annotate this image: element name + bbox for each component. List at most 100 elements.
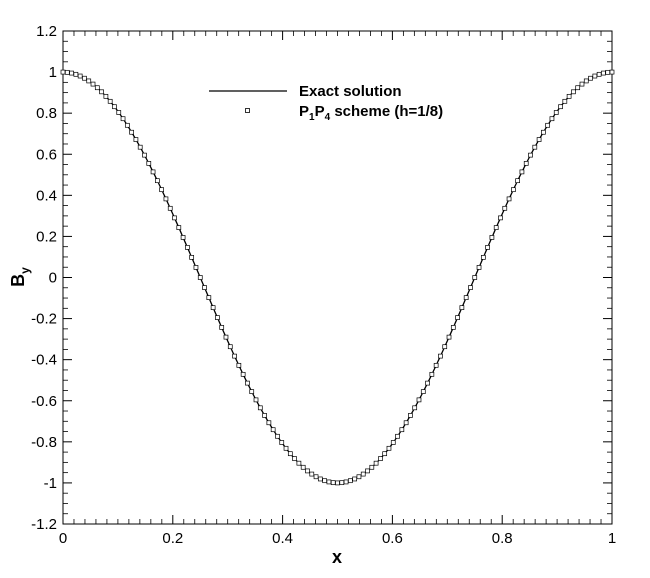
scheme-marker bbox=[223, 334, 229, 340]
scheme-marker bbox=[455, 315, 460, 320]
y-axis-title: By bbox=[8, 267, 32, 287]
y-tick-label: -1 bbox=[44, 475, 57, 492]
scheme-marker bbox=[77, 73, 83, 79]
scheme-marker bbox=[124, 122, 130, 128]
scheme-marker bbox=[506, 196, 512, 202]
tick-marks bbox=[62, 30, 613, 525]
scheme-marker bbox=[159, 187, 164, 193]
scheme-marker bbox=[167, 205, 173, 211]
scheme-marker bbox=[172, 215, 177, 221]
legend-scheme-p2: P bbox=[315, 103, 325, 120]
scheme-marker bbox=[283, 445, 289, 451]
scheme-marker bbox=[425, 380, 430, 386]
scheme-marker bbox=[322, 478, 327, 484]
scheme-marker bbox=[99, 89, 104, 95]
scheme-marker bbox=[575, 85, 581, 91]
y-tick-label: -0.4 bbox=[31, 352, 57, 369]
y-tick-labels: 1.2 1 0.8 0.6 0.4 0.2 0 -0.2 -0.4 -0.6 -0.8 -1 -1.2 bbox=[31, 23, 57, 533]
scheme-marker bbox=[378, 456, 383, 462]
scheme-marker bbox=[210, 305, 216, 310]
scheme-marker bbox=[360, 471, 366, 477]
scheme-marker bbox=[408, 413, 413, 418]
scheme-marker bbox=[523, 161, 529, 166]
scheme-marker bbox=[120, 116, 126, 122]
y-tick-label: 0 bbox=[49, 270, 57, 287]
scheme-marker bbox=[416, 397, 422, 403]
scheme-marker bbox=[412, 405, 418, 411]
scheme-marker bbox=[450, 325, 456, 330]
scheme-marker bbox=[463, 295, 469, 300]
scheme-marker bbox=[146, 161, 152, 166]
scheme-marker bbox=[185, 245, 190, 250]
scheme-marker bbox=[180, 235, 186, 240]
scheme-marker bbox=[326, 479, 332, 485]
scheme-marker bbox=[562, 98, 568, 104]
scheme-marker bbox=[73, 71, 79, 77]
scheme-marker bbox=[300, 464, 306, 470]
scheme-marker bbox=[292, 456, 297, 462]
scheme-marker bbox=[480, 255, 486, 260]
y-tick-label: -0.8 bbox=[31, 434, 57, 451]
legend-scheme-rest: scheme (h=1/8) bbox=[330, 103, 443, 120]
scheme-marker bbox=[601, 70, 606, 76]
scheme-marker bbox=[253, 397, 259, 403]
scheme-marker bbox=[163, 196, 169, 202]
scheme-marker bbox=[493, 225, 499, 230]
y-axis-title-main: B bbox=[8, 274, 28, 287]
scheme-marker bbox=[536, 137, 542, 142]
scheme-marker bbox=[476, 265, 482, 270]
x-tick-label: 0 bbox=[59, 530, 67, 547]
scheme-series bbox=[60, 69, 615, 486]
scheme-marker bbox=[309, 471, 315, 477]
scheme-marker bbox=[498, 215, 503, 221]
scheme-marker bbox=[399, 427, 405, 433]
scheme-marker bbox=[571, 89, 576, 95]
exact-solution-series bbox=[62, 71, 613, 484]
x-axis-title: x bbox=[332, 547, 342, 567]
scheme-marker bbox=[485, 245, 490, 250]
scheme-marker bbox=[609, 69, 615, 75]
scheme-marker bbox=[472, 275, 478, 280]
scheme-marker bbox=[390, 440, 396, 445]
scheme-marker bbox=[189, 255, 195, 260]
scheme-marker bbox=[442, 344, 448, 350]
scheme-marker bbox=[219, 325, 225, 330]
scheme-marker bbox=[103, 93, 109, 99]
y-tick-label: -0.6 bbox=[31, 393, 57, 410]
legend-label-exact: Exact solution bbox=[299, 83, 402, 100]
scheme-marker bbox=[227, 344, 233, 350]
x-tick-label: 0.6 bbox=[382, 530, 403, 547]
scheme-marker bbox=[365, 468, 370, 474]
scheme-marker bbox=[592, 73, 598, 79]
scheme-marker bbox=[446, 334, 452, 340]
scheme-marker bbox=[352, 476, 358, 482]
scheme-marker bbox=[275, 433, 280, 439]
y-tick-label: -0.2 bbox=[31, 311, 57, 328]
x-tick-label: 0.4 bbox=[272, 530, 293, 547]
scheme-marker bbox=[438, 353, 443, 359]
scheme-marker bbox=[249, 389, 255, 394]
scheme-marker bbox=[468, 285, 473, 290]
scheme-marker bbox=[69, 70, 74, 76]
scheme-marker bbox=[433, 362, 439, 368]
scheme-marker bbox=[296, 460, 302, 466]
scheme-marker bbox=[566, 93, 572, 99]
scheme-marker bbox=[588, 75, 593, 81]
y-tick-label: 0.4 bbox=[36, 187, 57, 204]
y-tick-label: 0.8 bbox=[36, 105, 57, 122]
legend-scheme-p1: P bbox=[299, 103, 309, 120]
scheme-marker bbox=[459, 305, 465, 310]
scheme-marker bbox=[519, 169, 525, 175]
y-tick-label: 1 bbox=[49, 64, 57, 81]
scheme-marker bbox=[129, 129, 134, 135]
x-tick-label: 0.8 bbox=[492, 530, 513, 547]
scheme-marker bbox=[142, 152, 147, 158]
scheme-marker bbox=[373, 460, 379, 466]
scheme-marker bbox=[317, 476, 323, 482]
scheme-marker bbox=[369, 464, 375, 470]
scheme-marker bbox=[137, 144, 143, 150]
scheme-marker bbox=[107, 98, 113, 104]
scheme-marker bbox=[245, 380, 250, 386]
y-tick-label: 0.2 bbox=[36, 228, 57, 245]
